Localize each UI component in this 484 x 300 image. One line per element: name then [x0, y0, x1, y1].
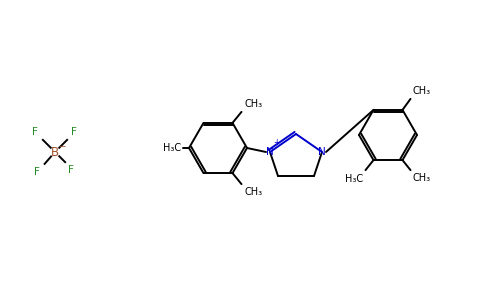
Text: CH₃: CH₃ [244, 187, 263, 197]
Text: F: F [34, 167, 40, 177]
Text: N: N [266, 147, 274, 157]
Text: CH₃: CH₃ [412, 86, 431, 96]
Text: CH₃: CH₃ [412, 173, 431, 183]
Text: H₃C: H₃C [346, 174, 363, 184]
Text: F: F [71, 127, 77, 137]
Text: CH₃: CH₃ [244, 99, 263, 109]
Text: +: + [273, 138, 279, 147]
Text: B: B [51, 146, 59, 158]
Text: F: F [32, 127, 38, 137]
Text: N: N [318, 147, 326, 157]
Text: F: F [68, 165, 74, 175]
Text: H₃C: H₃C [163, 143, 181, 153]
Text: −: − [58, 142, 66, 151]
